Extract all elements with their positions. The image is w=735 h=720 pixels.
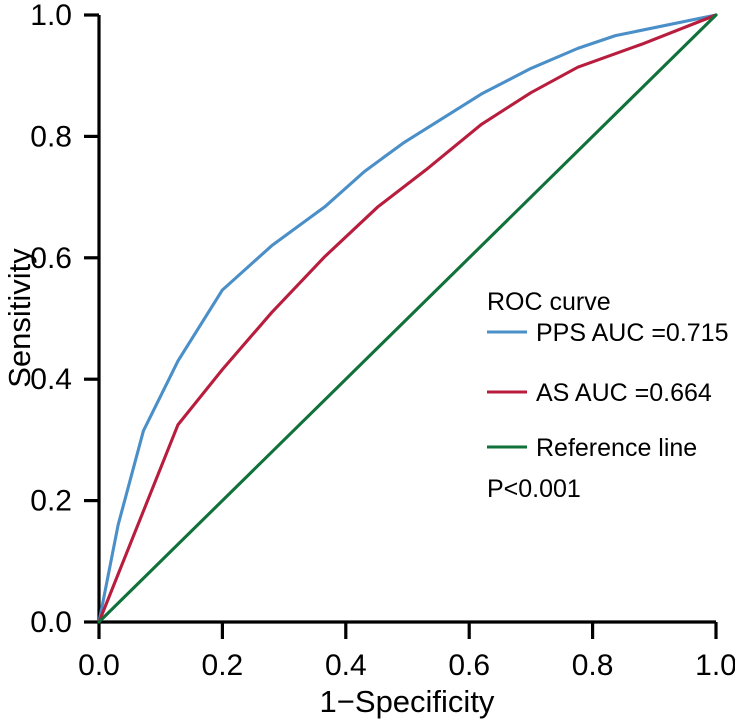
- legend-label-pps: PPS AUC =0.715: [536, 319, 728, 347]
- axis-lines: [97, 15, 716, 624]
- roc-curve-as: [97, 13, 718, 624]
- y-tick-label-5: 1.0: [30, 0, 72, 32]
- y-axis-ticks: 0.0 0.2 0.4 0.6 0.8 1.0: [30, 0, 99, 639]
- roc-curve-pps: [97, 13, 718, 624]
- legend-title: ROC curve: [487, 288, 611, 316]
- y-tick-label-0: 0.0: [30, 606, 72, 639]
- chart-legend: ROC curve PPS AUC =0.715 AS AUC =0.664 R…: [487, 288, 728, 503]
- x-axis-ticks: 0.0 0.2 0.4 0.6 0.8 1.0: [78, 622, 735, 682]
- y-axis-title: Sensitivity: [2, 248, 37, 388]
- y-tick-label-3: 0.6: [30, 242, 72, 275]
- x-tick-label-4: 0.8: [572, 649, 614, 682]
- legend-label-reference: Reference line: [536, 434, 697, 462]
- y-tick-label-4: 0.8: [30, 120, 72, 153]
- roc-curve-reference: [97, 13, 718, 624]
- roc-curves-group: [97, 13, 718, 624]
- x-axis-title: 1−Specificity: [320, 684, 495, 719]
- x-tick-label-3: 0.6: [448, 649, 490, 682]
- x-tick-label-2: 0.4: [325, 649, 367, 682]
- x-tick-label-5: 1.0: [695, 649, 735, 682]
- legend-label-as: AS AUC =0.664: [536, 379, 712, 407]
- x-tick-label-0: 0.0: [78, 649, 120, 682]
- y-tick-label-2: 0.4: [30, 363, 72, 396]
- pvalue-annotation: P<0.001: [487, 475, 581, 503]
- y-tick-label-1: 0.2: [30, 485, 72, 518]
- x-tick-label-1: 0.2: [202, 649, 244, 682]
